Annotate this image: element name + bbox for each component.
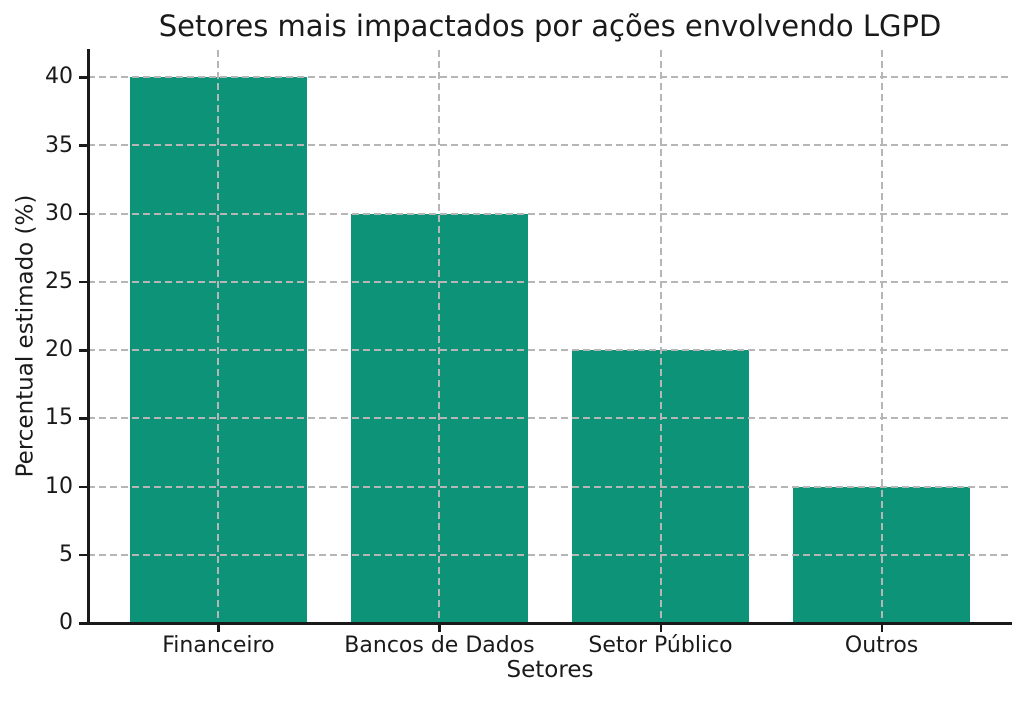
y-tick-label: 35	[45, 132, 73, 158]
y-tick-label: 25	[45, 268, 73, 294]
x-tick-label: Outros	[844, 633, 919, 658]
gridline-vertical	[659, 50, 662, 623]
x-tick-label: Setor Público	[588, 633, 733, 658]
y-axis-spine	[87, 49, 90, 624]
gridline-vertical	[438, 50, 441, 623]
gridline-horizontal	[88, 417, 1012, 420]
y-tick-label: 20	[45, 337, 73, 363]
gridline-vertical	[217, 50, 220, 623]
y-axis-label: Percentual estimado (%)	[12, 194, 39, 478]
x-axis-label: Setores	[506, 657, 594, 683]
x-tick-label: Financeiro	[162, 633, 275, 658]
y-tick-mark	[79, 417, 88, 420]
x-tick-mark	[880, 623, 884, 632]
gridline-vertical	[880, 50, 883, 623]
gridline-horizontal	[88, 485, 1012, 488]
y-tick-mark	[79, 485, 88, 489]
y-tick-mark	[79, 349, 88, 352]
y-tick-mark	[79, 622, 88, 625]
y-tick-mark	[79, 280, 88, 284]
y-tick-label: 30	[45, 200, 73, 226]
y-tick-label: 10	[45, 473, 73, 499]
gridline-horizontal	[88, 76, 1012, 79]
gridline-horizontal	[88, 212, 1012, 215]
gridline-horizontal	[88, 280, 1012, 283]
x-tick-mark	[438, 623, 441, 632]
y-tick-label: 0	[59, 610, 73, 635]
x-axis-spine	[87, 622, 1012, 625]
y-tick-mark	[79, 76, 88, 79]
y-tick-label: 40	[45, 64, 73, 90]
x-tick-label: Bancos de Dados	[344, 633, 535, 658]
y-tick-label: 15	[45, 405, 73, 431]
y-tick-label: 5	[59, 541, 73, 567]
plot-area: 0 5 10 15 20 25 30 35 40 Financeiro Bancos de Dado…	[45, 49, 1012, 657]
gridline-horizontal	[88, 553, 1012, 556]
y-tick-mark	[79, 212, 88, 216]
gridline-horizontal	[88, 144, 1012, 147]
x-tick-mark	[217, 623, 220, 632]
y-tick-mark	[79, 553, 88, 557]
chart-title: Setores mais impactados por ações envolv…	[158, 9, 942, 43]
gridline-horizontal	[88, 349, 1012, 352]
x-tick-mark	[659, 623, 663, 632]
y-tick-mark	[79, 144, 88, 147]
